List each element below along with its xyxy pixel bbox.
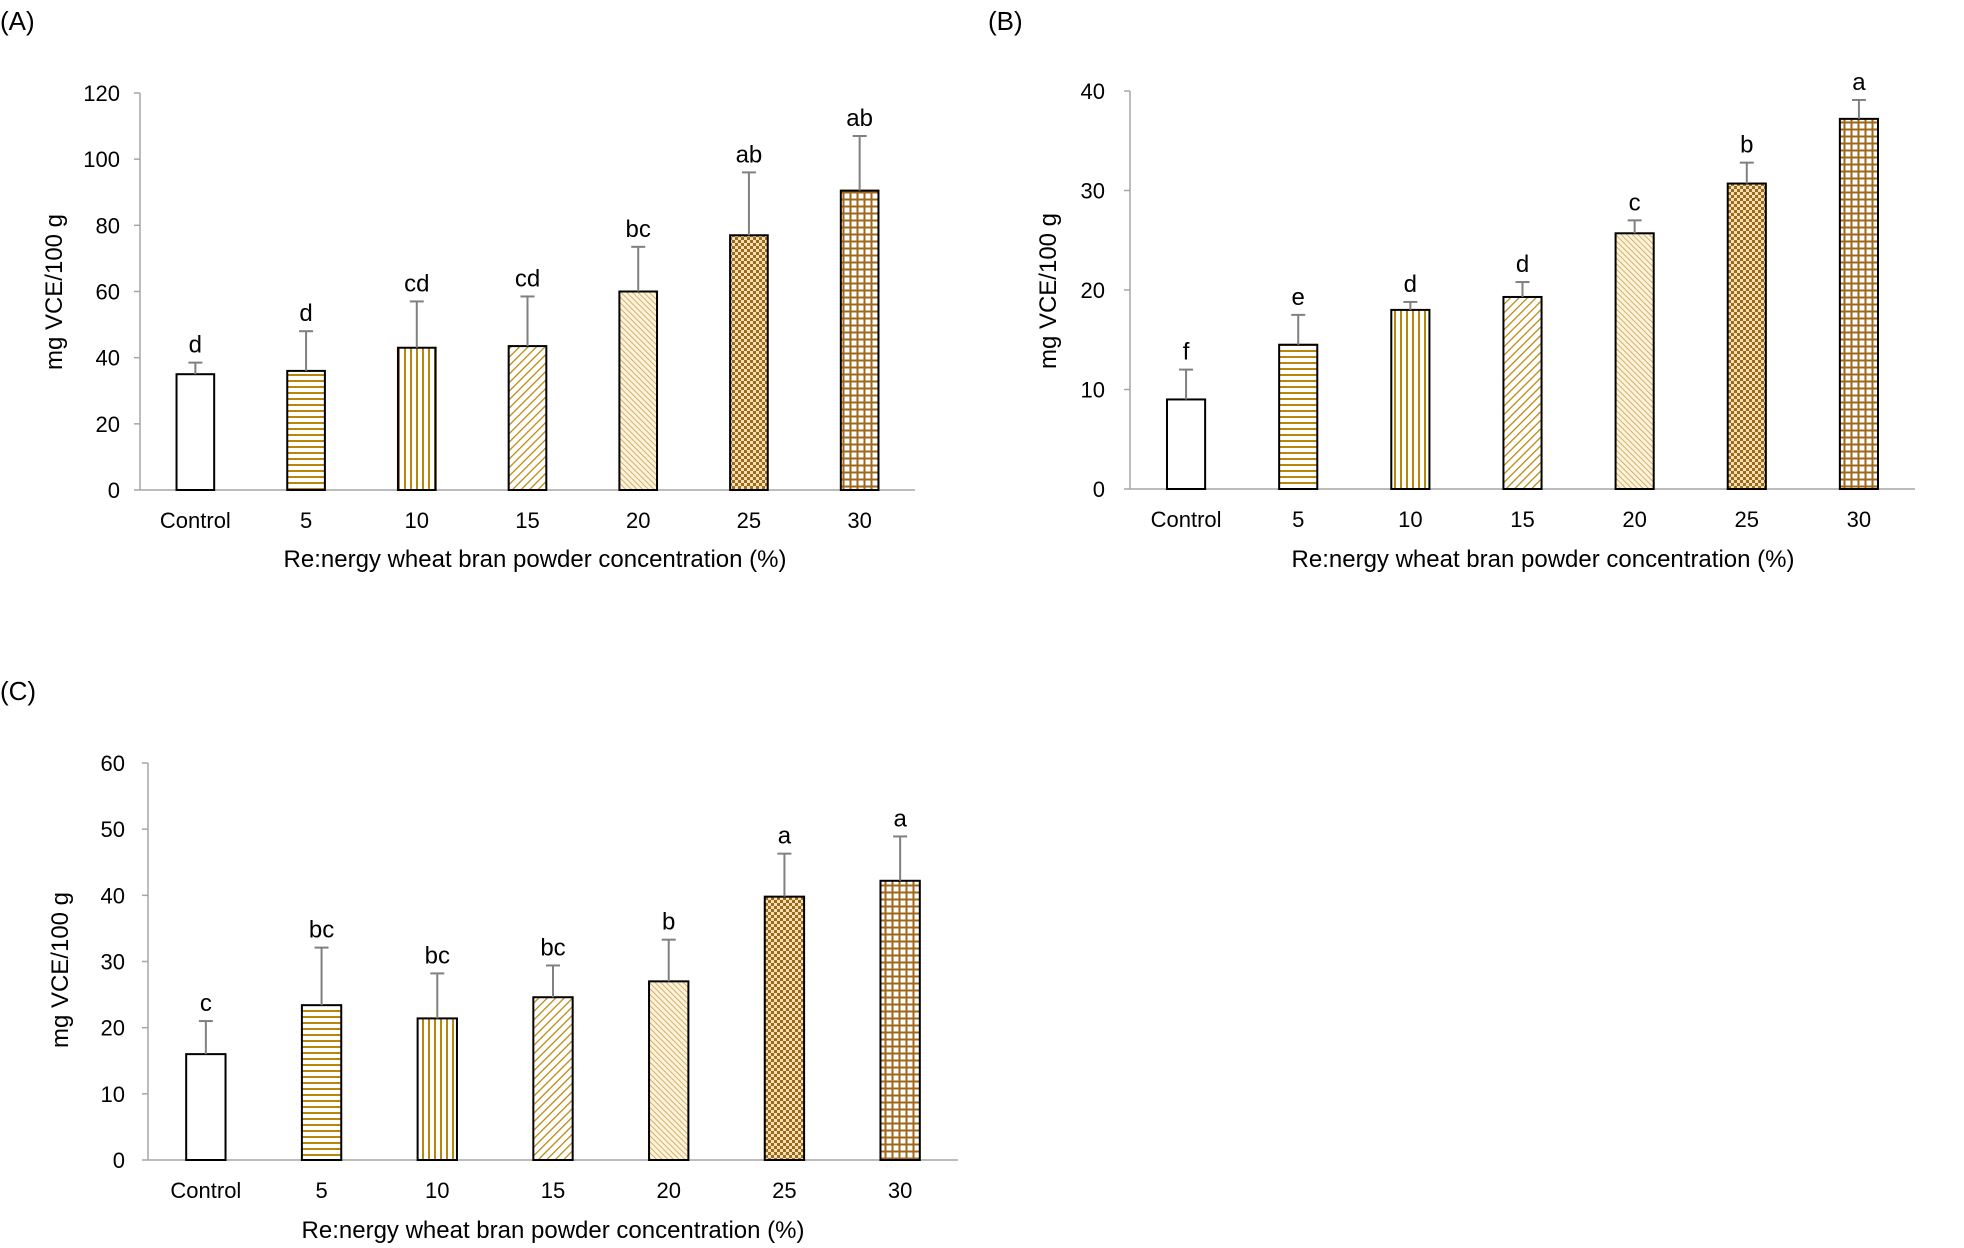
y-tick-label: 30 <box>1081 179 1105 204</box>
significance-label: ab <box>846 105 873 132</box>
significance-label: ab <box>736 141 763 168</box>
y-tick-label: 20 <box>96 412 120 437</box>
significance-label: d <box>299 300 312 327</box>
chart-panel-a: (A) mg VCE/100 g Re:nergy wheat bran pow… <box>0 6 915 573</box>
x-tick-label: Control <box>1151 507 1222 532</box>
y-tick-label: 80 <box>96 213 120 238</box>
x-tick-label: 10 <box>425 1178 449 1203</box>
y-axis-title: mg VCE/100 g <box>47 892 74 1048</box>
x-tick-label: 25 <box>772 1178 796 1203</box>
bar <box>286 369 326 491</box>
y-tick-label: 20 <box>1081 278 1105 303</box>
x-tick-label: 10 <box>1398 507 1422 532</box>
bar <box>1502 295 1543 490</box>
x-tick-label: 30 <box>888 1178 912 1203</box>
y-tick-label: 100 <box>83 147 120 172</box>
x-tick-label: 25 <box>737 508 761 533</box>
significance-label: c <box>1629 189 1641 216</box>
y-tick-label: 10 <box>1081 378 1105 403</box>
bar <box>1166 398 1207 491</box>
x-tick-label: 20 <box>626 508 650 533</box>
significance-label: d <box>189 332 202 359</box>
x-tick-label: 15 <box>1510 507 1534 532</box>
significance-label: b <box>1740 132 1753 159</box>
bar <box>618 290 659 491</box>
panel-label: (A) <box>0 6 35 36</box>
y-tick-label: 40 <box>96 346 120 371</box>
significance-label: b <box>662 909 675 936</box>
y-tick-label: 0 <box>113 1148 125 1173</box>
y-axis-title: mg VCE/100 g <box>41 214 68 370</box>
bar <box>1838 117 1879 491</box>
bar <box>729 234 769 491</box>
x-tick-label: 20 <box>1622 507 1646 532</box>
x-tick-label: 10 <box>405 508 429 533</box>
x-tick-label: Control <box>170 1178 241 1203</box>
bar <box>396 346 437 491</box>
y-tick-label: 60 <box>96 280 120 305</box>
bar <box>1614 232 1655 490</box>
y-tick-label: 40 <box>101 883 125 908</box>
x-tick-label: Control <box>160 508 231 533</box>
y-tick-label: 60 <box>101 751 125 776</box>
significance-label: c <box>200 990 212 1017</box>
significance-label: d <box>1404 271 1417 298</box>
y-tick-label: 0 <box>1093 477 1105 502</box>
bar <box>175 373 216 492</box>
significance-label: a <box>893 805 907 832</box>
significance-label: bc <box>540 934 565 961</box>
x-axis-title: Re:nergy wheat bran powder concentration… <box>302 1217 805 1244</box>
x-tick-label: 25 <box>1735 507 1759 532</box>
x-tick-label: 30 <box>1847 507 1871 532</box>
bar <box>648 980 690 1161</box>
chart-panel-b: (B) mg VCE/100 g Re:nergy wheat bran pow… <box>988 6 1915 573</box>
x-tick-label: 15 <box>515 508 539 533</box>
significance-label: a <box>1852 69 1866 96</box>
x-tick-label: 30 <box>847 508 871 533</box>
bar <box>185 1053 227 1161</box>
bar <box>507 345 548 491</box>
x-tick-label: 5 <box>1292 507 1304 532</box>
bar <box>1278 343 1319 490</box>
significance-label: cd <box>404 270 429 297</box>
significance-label: cd <box>515 265 540 292</box>
bar <box>879 879 921 1161</box>
x-tick-label: 20 <box>656 1178 680 1203</box>
y-tick-label: 20 <box>101 1016 125 1041</box>
bar <box>532 996 574 1161</box>
significance-label: bc <box>626 216 651 243</box>
bar <box>1390 308 1431 490</box>
x-tick-label: 5 <box>300 508 312 533</box>
bar <box>1726 182 1767 490</box>
significance-label: a <box>778 823 792 850</box>
x-tick-label: 15 <box>541 1178 565 1203</box>
significance-label: f <box>1183 339 1190 366</box>
bar <box>763 895 806 1161</box>
bar <box>416 1017 458 1161</box>
bar <box>300 1004 343 1161</box>
y-tick-label: 0 <box>108 478 120 503</box>
x-axis-title: Re:nergy wheat bran powder concentration… <box>284 546 787 573</box>
x-axis-title: Re:nergy wheat bran powder concentration… <box>1292 546 1795 573</box>
y-axis-title: mg VCE/100 g <box>1035 213 1062 369</box>
y-tick-label: 120 <box>83 81 120 106</box>
y-tick-label: 50 <box>101 817 125 842</box>
bar <box>839 189 880 492</box>
significance-label: d <box>1516 251 1529 278</box>
y-tick-label: 30 <box>101 950 125 975</box>
y-tick-label: 40 <box>1081 79 1105 104</box>
chart-panel-c: (C) mg VCE/100 g Re:nergy wheat bran pow… <box>0 676 958 1244</box>
significance-label: e <box>1292 284 1305 311</box>
significance-label: bc <box>309 917 334 944</box>
y-tick-label: 10 <box>101 1082 125 1107</box>
panel-label: (C) <box>0 676 36 706</box>
panel-label: (B) <box>988 6 1023 36</box>
x-tick-label: 5 <box>315 1178 327 1203</box>
significance-label: bc <box>425 942 450 969</box>
